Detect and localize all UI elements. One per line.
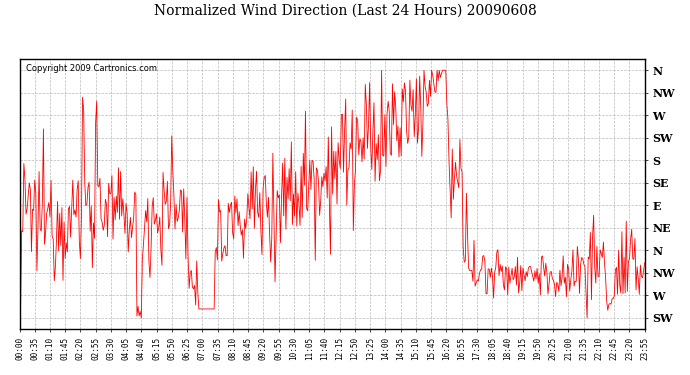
Text: Copyright 2009 Cartronics.com: Copyright 2009 Cartronics.com	[26, 64, 157, 74]
Text: Normalized Wind Direction (Last 24 Hours) 20090608: Normalized Wind Direction (Last 24 Hours…	[154, 4, 536, 18]
